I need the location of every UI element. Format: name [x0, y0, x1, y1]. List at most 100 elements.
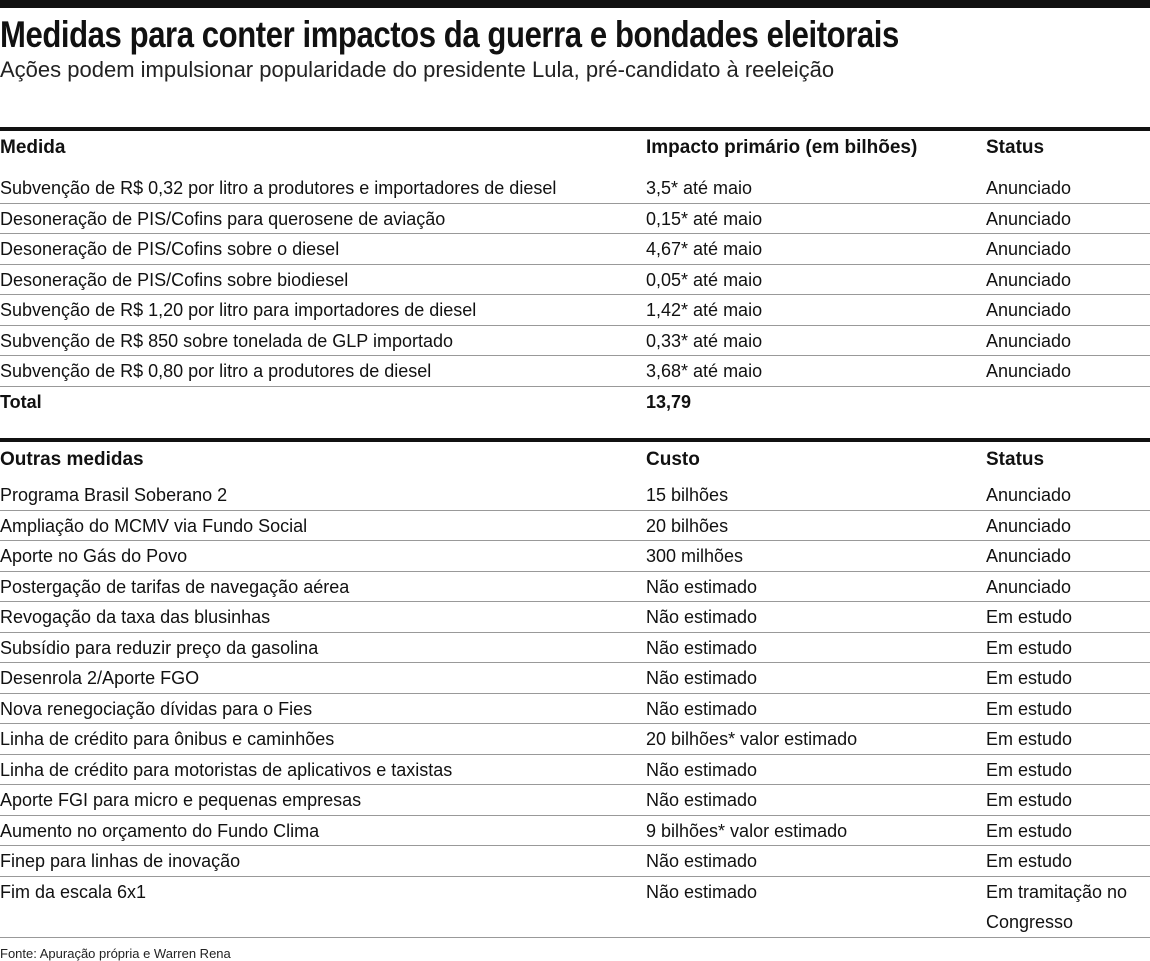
table-row: Linha de crédito para ônibus e caminhões… [0, 724, 1150, 755]
table-row: Fim da escala 6x1 Não estimado Em tramitaç… [0, 877, 1150, 938]
cell: Anunciado [986, 178, 1072, 198]
cell: 20 bilhões* valor estimado [646, 729, 858, 749]
title: Medidas para conter impactos da guerra e… [0, 14, 899, 55]
cell: Custo [646, 449, 700, 470]
table-row: Revogação da taxa das blusinhas Não estim… [0, 602, 1150, 633]
cell: Em estudo [986, 790, 1073, 810]
cell: Status [986, 137, 1045, 158]
cell: Não estimado [646, 698, 758, 719]
cell: Subsídio para reduzir preço da gasolina [0, 637, 319, 658]
cell: Status [986, 449, 1045, 470]
table-row: Ampliação do MCMV via Fundo Social 20 bil… [0, 511, 1150, 541]
cell: Não estimado [646, 790, 758, 810]
cell: Não estimado [646, 851, 758, 871]
table-row: Nova renegociação dívidas para o Fies Não… [0, 694, 1150, 724]
cell: Anunciado [986, 300, 1072, 320]
cell: Desoneração de PIS/Cofins sobre o diesel [0, 239, 340, 259]
table-row: Subvenção de R$ 0,80 por litro a produto… [0, 356, 1150, 387]
cell: 1,42* até maio [646, 300, 763, 320]
cell: Outras medidas [0, 449, 144, 470]
cell: 3,5* até maio [646, 178, 753, 198]
table-row: Programa Brasil Soberano 2 15 bilhões Anun… [0, 480, 1150, 511]
cell: Impacto primário (em bilhões) [646, 137, 918, 158]
header-row: Outras medidas Custo Status [0, 442, 1150, 480]
cell: Subvenção de R$ 850 sobre tonelada de GL… [0, 330, 453, 351]
cell: Em estudo [986, 851, 1073, 871]
table: Outras medidas Custo Status Programa Brasil… [0, 442, 1150, 938]
cell: Linha de crédito para ônibus e caminhões [0, 729, 335, 749]
table-row: Linha de crédito para motoristas de apli… [0, 755, 1150, 785]
cell: Nova renegociação dívidas para o Fies [0, 698, 313, 719]
cell: Não estimado [646, 607, 758, 627]
cell: Em estudo [986, 637, 1073, 658]
cell: Não estimado [646, 881, 758, 902]
top-bar [0, 0, 1150, 8]
cell: Programa Brasil Soberano 2 [0, 485, 228, 505]
table-row: Subvenção de R$ 0,32 por litro a produto… [0, 173, 1150, 204]
subtitle: Ações podem impulsionar popularidade do … [0, 57, 835, 82]
cell: Linha de crédito para motoristas de apli… [0, 759, 453, 780]
total-row: Total 13,79 [0, 387, 1150, 418]
cell: 9 bilhões* valor estimado [646, 820, 848, 841]
cell: 0,33* até maio [646, 330, 763, 351]
cell: Anunciado [986, 330, 1072, 351]
cell: Anunciado [986, 269, 1072, 290]
table-row: Postergação de tarifas de navegação aére… [0, 572, 1150, 602]
cell: Em estudo [986, 668, 1073, 688]
cell: Aporte FGI para micro e pequenas empresa… [0, 790, 362, 810]
cell: 0,05* até maio [646, 269, 763, 290]
cell: Fim da escala 6x1 [0, 881, 147, 902]
cell: Subvenção de R$ 0,32 por litro a produto… [0, 178, 557, 198]
cell: Desoneração de PIS/Cofins para querosene… [0, 208, 446, 229]
table-row: Desenrola 2/Aporte FGO Não estimado Em est… [0, 663, 1150, 694]
table-row: Desoneração de PIS/Cofins para querosene… [0, 204, 1150, 234]
cell: Medida [0, 137, 66, 158]
cell: Revogação da taxa das blusinhas [0, 607, 271, 627]
cell: Em estudo [986, 759, 1073, 780]
cell: 0,15* até maio [646, 208, 763, 229]
cell: Aumento no orçamento do Fundo Clima [0, 820, 320, 841]
cell: Anunciado [986, 485, 1072, 505]
cell: Finep para linhas de inovação [0, 851, 241, 871]
cell: Aporte no Gás do Povo [0, 546, 188, 566]
cell: Postergação de tarifas de navegação aére… [0, 576, 350, 597]
cell: Anunciado [986, 239, 1072, 259]
cell: Anunciado [986, 208, 1072, 229]
cell: Desoneração de PIS/Cofins sobre biodiese… [0, 269, 349, 290]
cell: 13,79 [646, 391, 692, 412]
cell: Anunciado [986, 576, 1072, 597]
cell: 300 milhões [646, 546, 744, 566]
cell: Em estudo [986, 820, 1073, 841]
cell: Não estimado [646, 668, 758, 688]
rule [0, 438, 1150, 442]
footer: Fonte: Apuração própria e Warren Rena [0, 945, 231, 961]
table-row: Desoneração de PIS/Cofins sobre biodiese… [0, 265, 1150, 295]
cell: 4,67* até maio [646, 239, 763, 259]
cell: Anunciado [986, 361, 1072, 381]
header-row: Medida Impacto primário (em bilhões) Statu… [0, 131, 1150, 173]
cell: 15 bilhões [646, 485, 729, 505]
cell: 20 bilhões [646, 515, 729, 536]
cell: Anunciado [986, 546, 1072, 566]
table-row: Subvenção de R$ 1,20 por litro para impo… [0, 295, 1150, 326]
table-row: Subsídio para reduzir preço da gasolina N… [0, 633, 1150, 663]
table-row: Aporte no Gás do Povo 300 milhões Anunciad… [0, 541, 1150, 572]
cell: Subvenção de R$ 1,20 por litro para impo… [0, 300, 477, 320]
table: Medida Impacto primário (em bilhões) Statu… [0, 131, 1150, 417]
table-row: Aporte FGI para micro e pequenas empresa… [0, 785, 1150, 816]
cell: 3,68* até maio [646, 361, 763, 381]
cell: Subvenção de R$ 0,80 por litro a produto… [0, 361, 432, 381]
cell: Em estudo [986, 729, 1073, 749]
rule [0, 127, 1150, 131]
table-row: Finep para linhas de inovação Não estimad… [0, 846, 1150, 877]
table-row: Aumento no orçamento do Fundo Clima 9 bil… [0, 816, 1150, 846]
cell: Em estudo [986, 698, 1073, 719]
cell: Ampliação do MCMV via Fundo Social [0, 515, 308, 536]
table-row: Desoneração de PIS/Cofins sobre o diesel… [0, 234, 1150, 265]
cell: Não estimado [646, 637, 758, 658]
cell: Não estimado [646, 759, 758, 780]
cell: Desenrola 2/Aporte FGO [0, 668, 200, 688]
cell: Em estudo [986, 607, 1073, 627]
cell: Anunciado [986, 515, 1072, 536]
cell: Em tramitação no Congresso [986, 881, 1128, 932]
